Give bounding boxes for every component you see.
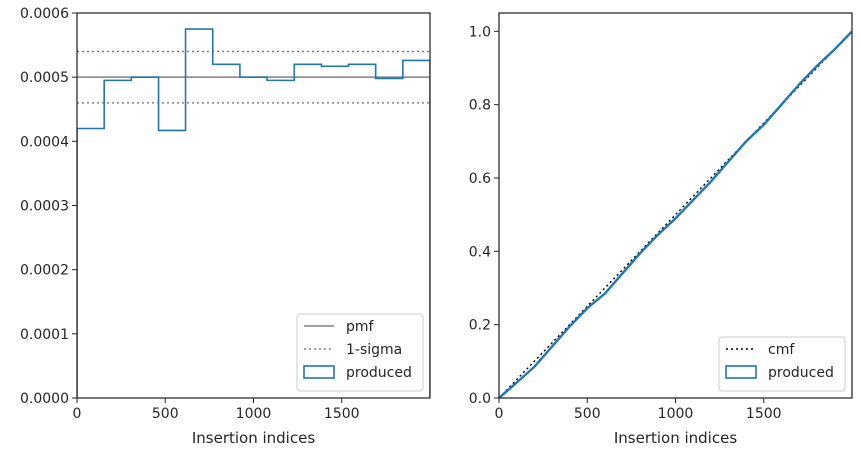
y-tick-label: 0.2 xyxy=(469,318,491,334)
legend-label-produced: produced xyxy=(768,365,834,381)
series-layer xyxy=(499,30,852,398)
y-tick-label: 0.0 xyxy=(469,391,491,407)
x-tick-label: 1500 xyxy=(324,406,360,422)
legend: pmf 1-sigma produced xyxy=(296,313,424,392)
y-tick-label: 0.0006 xyxy=(20,6,69,22)
x-tick-label: 1000 xyxy=(658,406,694,422)
left-chart-pmf: 0 500 1000 1500 0.0000 0.0001 0.0002 0.0003 0.00… xyxy=(20,6,431,447)
series-layer xyxy=(77,28,430,398)
legend-label-cmf: cmf xyxy=(768,342,795,358)
x-tick-label: 1000 xyxy=(236,406,272,422)
legend-handle-produced xyxy=(725,365,757,379)
x-tick-label: 0 xyxy=(73,406,82,422)
x-tick-label: 1500 xyxy=(746,406,782,422)
y-tick-label: 0.0002 xyxy=(20,263,69,279)
legend-label-pmf: pmf xyxy=(346,319,375,335)
y-tick-label: 0.6 xyxy=(469,171,491,187)
y-tick-label: 0.0004 xyxy=(20,134,69,150)
plot-area xyxy=(499,13,852,398)
y-tick-label: 1.0 xyxy=(469,24,491,40)
y-tick-label: 0.0005 xyxy=(20,70,69,86)
x-axis-label: Insertion indices xyxy=(192,429,315,447)
right-chart-cmf: 0 500 1000 1500 0.0 0.2 0.4 0.6 0.8 1.0 Insertion … xyxy=(469,12,853,447)
legend-label-1-sigma: 1-sigma xyxy=(346,342,402,358)
legend-label-produced: produced xyxy=(346,365,412,381)
y-tick-label: 0.0000 xyxy=(20,391,69,407)
legend: cmf produced xyxy=(718,336,846,392)
x-tick-label: 0 xyxy=(495,406,504,422)
legend-box xyxy=(296,313,424,392)
series-produced-histogram xyxy=(77,28,430,398)
x-tick-label: 500 xyxy=(152,406,179,422)
y-tick-label: 0.4 xyxy=(469,244,491,260)
y-tick-label: 0.0003 xyxy=(20,199,69,215)
y-tick-label: 0.0001 xyxy=(20,327,69,343)
x-axis-label: Insertion indices xyxy=(614,429,737,447)
legend-handle-produced xyxy=(303,365,335,379)
x-tick-label: 500 xyxy=(574,406,601,422)
y-tick-label: 0.8 xyxy=(469,98,491,114)
